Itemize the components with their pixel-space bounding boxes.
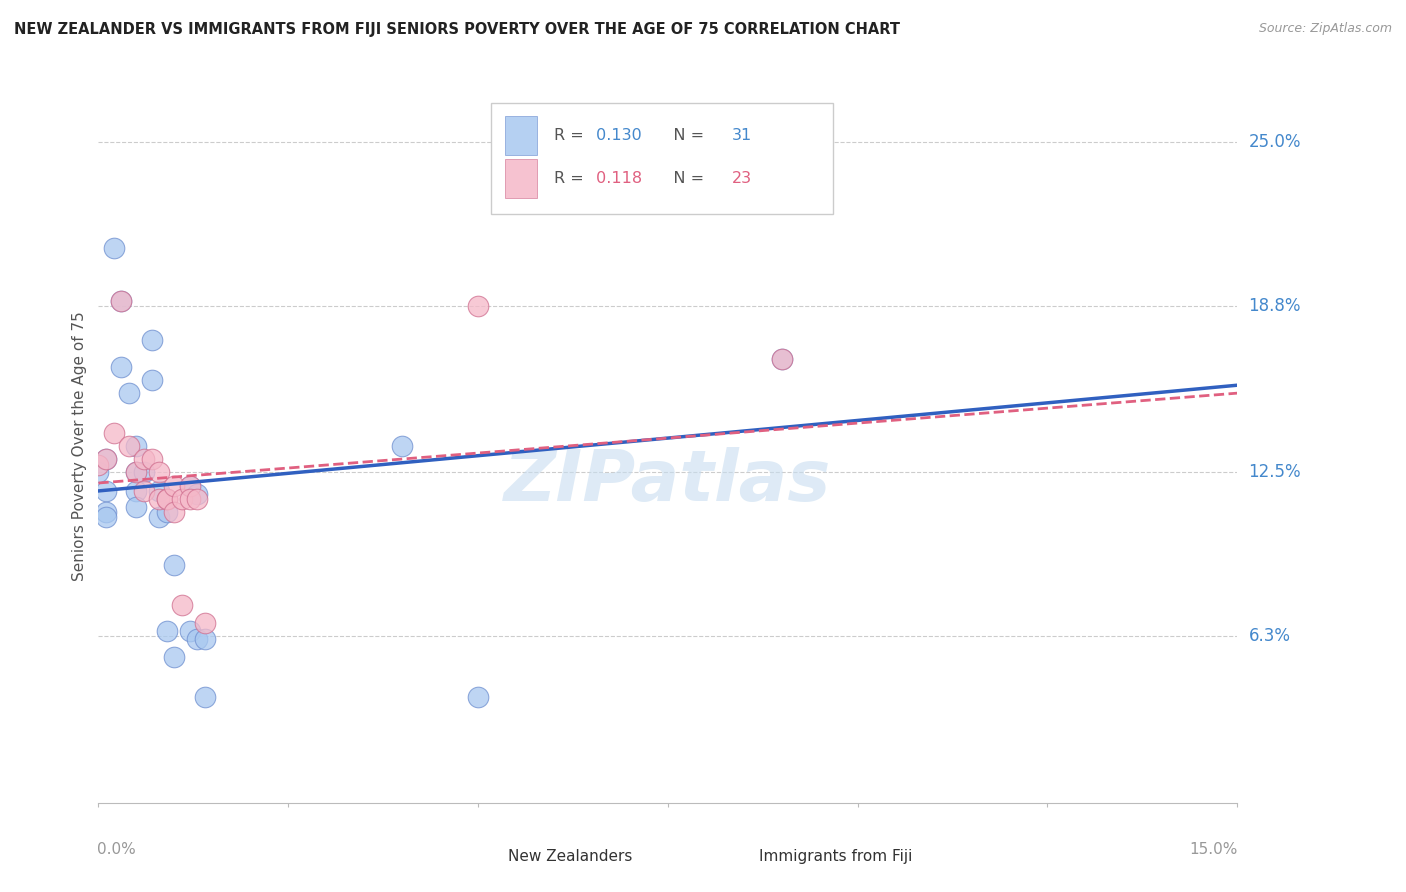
Point <box>179 491 201 506</box>
Point <box>170 491 193 506</box>
Point <box>125 439 148 453</box>
Point <box>163 650 186 665</box>
Point <box>148 466 170 480</box>
Point <box>163 478 186 492</box>
Point <box>170 598 193 612</box>
Point <box>141 452 163 467</box>
FancyBboxPatch shape <box>491 103 832 214</box>
Text: N =: N = <box>658 128 709 143</box>
Point <box>156 491 179 506</box>
Y-axis label: Seniors Poverty Over the Age of 75: Seniors Poverty Over the Age of 75 <box>72 311 87 581</box>
Text: R =: R = <box>554 171 589 186</box>
Text: 18.8%: 18.8% <box>1249 297 1301 315</box>
Point <box>179 624 201 638</box>
Text: R =: R = <box>554 128 589 143</box>
Point <box>87 466 110 480</box>
Point <box>179 478 201 492</box>
FancyBboxPatch shape <box>505 159 537 198</box>
Point <box>132 483 155 498</box>
Text: 12.5%: 12.5% <box>1249 464 1301 482</box>
Point <box>391 439 413 453</box>
Point <box>110 359 132 374</box>
Text: 15.0%: 15.0% <box>1189 842 1237 857</box>
Point <box>186 491 208 506</box>
Text: 25.0%: 25.0% <box>1249 133 1301 151</box>
Point <box>103 241 125 255</box>
FancyBboxPatch shape <box>713 844 749 869</box>
Text: 31: 31 <box>731 128 752 143</box>
Point <box>467 690 489 704</box>
Point <box>148 483 170 498</box>
Point <box>156 491 179 506</box>
Point <box>194 632 217 646</box>
Point <box>179 478 201 492</box>
Point <box>148 510 170 524</box>
Text: 0.130: 0.130 <box>591 128 641 143</box>
Point <box>132 452 155 467</box>
Point <box>118 386 141 401</box>
Point <box>94 510 117 524</box>
Text: 6.3%: 6.3% <box>1249 627 1291 645</box>
Point <box>186 632 208 646</box>
FancyBboxPatch shape <box>505 116 537 155</box>
Point <box>156 505 179 519</box>
Text: New Zealanders: New Zealanders <box>509 849 633 863</box>
FancyBboxPatch shape <box>463 844 499 869</box>
Point <box>94 452 117 467</box>
Point <box>163 558 186 572</box>
Point <box>163 505 186 519</box>
Text: ZIPatlas: ZIPatlas <box>505 447 831 516</box>
Point <box>125 466 148 480</box>
Point <box>132 466 155 480</box>
Text: Source: ZipAtlas.com: Source: ZipAtlas.com <box>1258 22 1392 36</box>
Point <box>110 293 132 308</box>
Point <box>94 452 117 467</box>
Point <box>125 466 148 480</box>
Point <box>118 439 141 453</box>
Point <box>141 373 163 387</box>
Point <box>94 483 117 498</box>
Point <box>186 486 208 500</box>
Point <box>125 483 148 498</box>
Point <box>87 458 110 472</box>
Point <box>141 333 163 347</box>
Point <box>148 491 170 506</box>
Point <box>194 690 217 704</box>
Point <box>194 616 217 631</box>
Text: 0.0%: 0.0% <box>97 842 136 857</box>
Text: NEW ZEALANDER VS IMMIGRANTS FROM FIJI SENIORS POVERTY OVER THE AGE OF 75 CORRELA: NEW ZEALANDER VS IMMIGRANTS FROM FIJI SE… <box>14 22 900 37</box>
Point <box>103 425 125 440</box>
Text: Immigrants from Fiji: Immigrants from Fiji <box>759 849 912 863</box>
Point <box>94 505 117 519</box>
Point <box>770 351 793 366</box>
Point <box>110 293 132 308</box>
Point <box>156 624 179 638</box>
Text: 0.118: 0.118 <box>591 171 643 186</box>
Text: N =: N = <box>658 171 709 186</box>
Point <box>125 500 148 514</box>
Text: 23: 23 <box>731 171 752 186</box>
Point <box>770 351 793 366</box>
Point <box>467 299 489 313</box>
